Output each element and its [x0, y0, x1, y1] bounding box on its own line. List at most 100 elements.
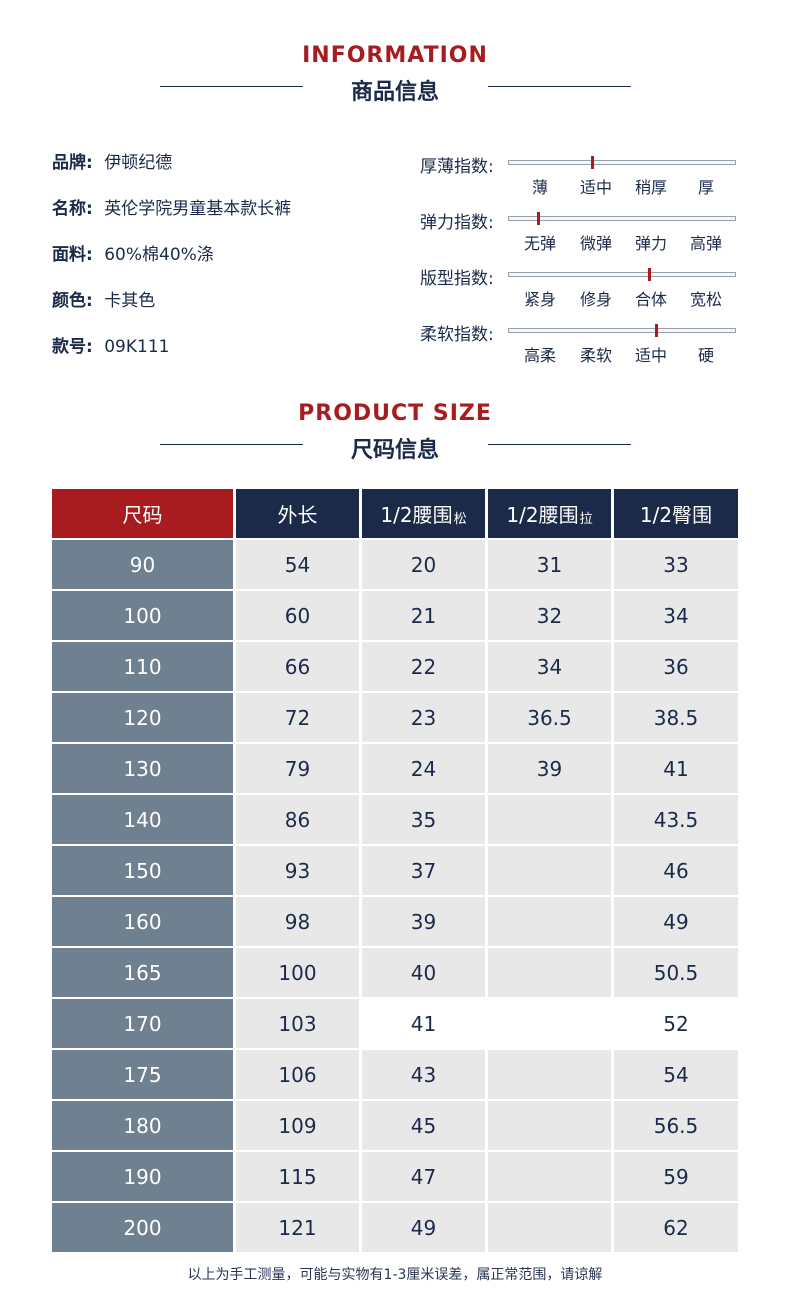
- section-info-title-en: INFORMATION: [302, 43, 488, 68]
- index-label: 弹力指数:: [420, 213, 494, 233]
- table-cell: 103: [236, 999, 359, 1048]
- table-cell: [488, 1152, 611, 1201]
- section-size-title-cn: 尺码信息: [350, 438, 439, 463]
- table-cell: [488, 897, 611, 946]
- footnote: 以上为手工测量，可能与实物有1-3厘米误差，属正常范围，请谅解: [187, 1267, 603, 1283]
- index-marker: [648, 268, 652, 281]
- table-cell: 41: [614, 744, 738, 793]
- table-cell: [488, 1101, 611, 1150]
- header-sublabel: 松: [453, 512, 467, 527]
- info-colon: :: [86, 337, 93, 357]
- table-cell: 34: [614, 591, 738, 640]
- product-info-list: 品牌: 伊顿纪德 名称: 英伦学院男童基本款长裤 面料: 60%棉40%涤 颜色…: [52, 148, 291, 378]
- index-scale: 弹力指数: 无弹 微弹 弹力 高弹: [420, 212, 740, 266]
- info-value: 卡其色: [104, 291, 156, 311]
- table-cell: [488, 1203, 611, 1252]
- info-value: 伊顿纪德: [104, 153, 173, 173]
- header-label: 1/2腰围: [506, 503, 579, 527]
- table-cell: [488, 795, 611, 844]
- table-cell: 98: [236, 897, 359, 946]
- table-cell: 43: [362, 1050, 485, 1099]
- table-header-cell: 1/2腰围拉: [488, 489, 611, 538]
- size-cell: 120: [52, 693, 233, 742]
- table-header-cell: 1/2腰围松: [362, 489, 485, 538]
- size-cell: 150: [52, 846, 233, 895]
- header-sublabel: 拉: [579, 512, 593, 527]
- index-option: 宽松: [689, 290, 722, 309]
- table-cell: 33: [614, 540, 738, 589]
- size-cell: 190: [52, 1152, 233, 1201]
- table-header-cell: 1/2臀围: [614, 489, 738, 538]
- table-cell: 50.5: [614, 948, 738, 997]
- index-marker: [591, 156, 595, 169]
- size-cell: 130: [52, 744, 233, 793]
- info-key: 颜色: [52, 291, 86, 311]
- divider-left: [160, 86, 303, 87]
- size-cell: 160: [52, 897, 233, 946]
- table-cell: 56.5: [614, 1101, 738, 1150]
- divider-right: [488, 444, 631, 445]
- size-cell: 175: [52, 1050, 233, 1099]
- size-cell: 170: [52, 999, 233, 1048]
- table-cell: 72: [236, 693, 359, 742]
- table-cell: 39: [488, 744, 611, 793]
- table-cell: 45: [362, 1101, 485, 1150]
- info-colon: :: [86, 199, 93, 219]
- index-marker: [655, 324, 659, 337]
- table-cell: [488, 846, 611, 895]
- index-option: 稍厚: [634, 178, 667, 197]
- info-colon: :: [86, 291, 93, 311]
- table-cell: 21: [362, 591, 485, 640]
- table-header-cell: 尺码: [52, 489, 233, 538]
- table-cell: 36.5: [488, 693, 611, 742]
- index-scale: 厚薄指数: 薄 适中 稍厚 厚: [420, 156, 740, 210]
- index-marker: [536, 212, 540, 225]
- index-option: 薄: [531, 178, 548, 197]
- divider-left: [160, 444, 303, 445]
- table-cell: 35: [362, 795, 485, 844]
- info-brand: 品牌: 伊顿纪德: [52, 148, 291, 194]
- section-info-title-cn: 商品信息: [350, 80, 439, 105]
- index-option: 弹力: [634, 234, 667, 253]
- index-option: 高弹: [689, 234, 722, 253]
- size-cell: 180: [52, 1101, 233, 1150]
- table-cell: 115: [236, 1152, 359, 1201]
- table-cell: 93: [236, 846, 359, 895]
- index-option: 无弹: [523, 234, 556, 253]
- index-bar: [508, 212, 736, 225]
- table-cell: 47: [362, 1152, 485, 1201]
- info-key: 面料: [52, 245, 86, 265]
- index-option: 适中: [634, 346, 667, 365]
- table-cell: 66: [236, 642, 359, 691]
- index-bar: [508, 156, 736, 169]
- table-cell: 106: [236, 1050, 359, 1099]
- header-label: 1/2臀围: [639, 503, 713, 527]
- info-colon: :: [86, 245, 93, 265]
- table-cell: 60: [236, 591, 359, 640]
- header-label: 外长: [277, 503, 318, 527]
- table-cell: 59: [614, 1152, 738, 1201]
- index-option: 高柔: [523, 346, 556, 365]
- table-cell: 52: [614, 999, 738, 1048]
- table-cell: [488, 1050, 611, 1099]
- table-cell: [488, 948, 611, 997]
- index-label: 版型指数:: [420, 269, 494, 289]
- table-cell: 41: [362, 999, 485, 1048]
- table-cell: 54: [236, 540, 359, 589]
- table-cell: 38.5: [614, 693, 738, 742]
- table-cell: 39: [362, 897, 485, 946]
- table-cell: 37: [362, 846, 485, 895]
- info-style-number: 款号: 09K111: [52, 332, 291, 378]
- table-cell: 54: [614, 1050, 738, 1099]
- index-option: 微弹: [579, 234, 612, 253]
- table-cell: 43.5: [614, 795, 738, 844]
- size-cell: 110: [52, 642, 233, 691]
- table-cell: 100: [236, 948, 359, 997]
- info-value: 09K111: [104, 337, 170, 357]
- table-cell: 34: [488, 642, 611, 691]
- size-cell: 200: [52, 1203, 233, 1252]
- table-cell: 31: [488, 540, 611, 589]
- info-value: 60%棉40%涤: [104, 245, 214, 265]
- size-cell: 165: [52, 948, 233, 997]
- table-cell: 86: [236, 795, 359, 844]
